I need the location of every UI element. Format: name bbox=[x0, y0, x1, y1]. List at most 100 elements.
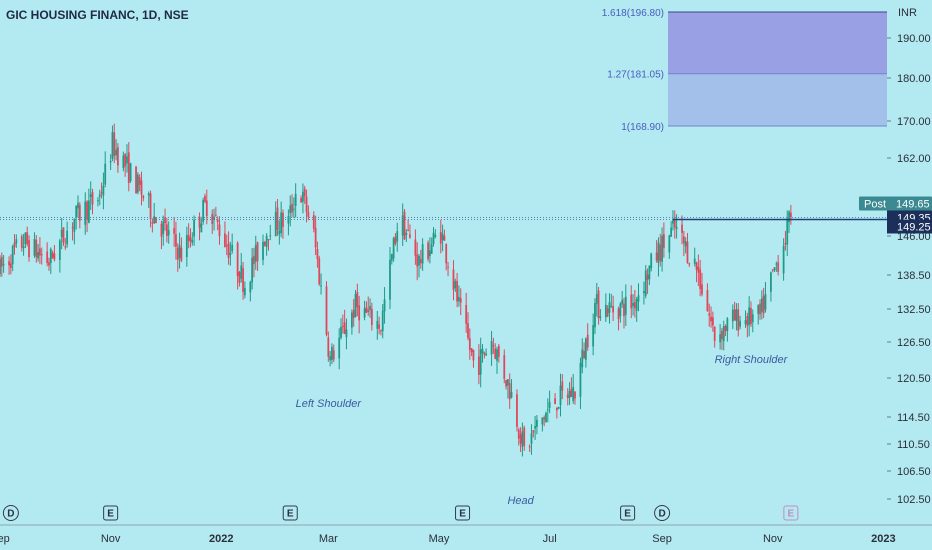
candle-body bbox=[396, 231, 399, 242]
event-marker-glyph: E bbox=[459, 509, 466, 520]
candle-body bbox=[719, 334, 722, 343]
candle-body bbox=[167, 230, 170, 236]
candle-body bbox=[369, 306, 371, 310]
candle-body bbox=[456, 280, 459, 302]
pattern-annotation[interactable]: Right Shoulder bbox=[715, 354, 789, 366]
candle-body bbox=[185, 235, 188, 257]
candle-body bbox=[149, 193, 152, 220]
y-tick-label: 114.50 bbox=[897, 412, 930, 424]
candle-body bbox=[789, 212, 792, 218]
candle-body bbox=[383, 299, 386, 312]
candle-body bbox=[111, 132, 114, 159]
fib-level-label: 1.27(181.05) bbox=[607, 70, 664, 81]
candle-body bbox=[773, 267, 776, 271]
candle-body bbox=[135, 166, 137, 194]
candle-body bbox=[89, 194, 92, 198]
candle-body bbox=[757, 305, 760, 314]
pattern-annotation[interactable]: Left Shoulder bbox=[296, 398, 363, 410]
candle-body bbox=[356, 291, 359, 308]
candle-body bbox=[541, 417, 544, 425]
candle-body bbox=[180, 247, 183, 261]
candle-body bbox=[367, 309, 370, 312]
y-tick-label: 138.50 bbox=[897, 270, 931, 282]
candle-body bbox=[176, 247, 179, 260]
candle-body bbox=[236, 242, 239, 277]
candle-body bbox=[534, 425, 537, 429]
candle-body bbox=[421, 244, 424, 264]
candle-body bbox=[0, 256, 3, 267]
candle-body bbox=[332, 350, 335, 360]
dividend-marker[interactable] bbox=[654, 505, 671, 521]
currency-label: INR bbox=[898, 7, 917, 19]
x-tick-label: Jul bbox=[543, 533, 557, 545]
candle-body bbox=[673, 219, 676, 228]
candle-body bbox=[224, 233, 226, 247]
candle-body bbox=[303, 188, 306, 197]
candle-body bbox=[381, 310, 384, 332]
candle-body bbox=[508, 383, 511, 400]
candle-body bbox=[314, 227, 317, 248]
earnings-marker[interactable] bbox=[620, 505, 636, 521]
candle-body bbox=[697, 266, 700, 273]
fibonacci-extension[interactable]: 1.618(196.80) 1.27(181.05) 1(168.90) bbox=[602, 8, 887, 133]
candle-body bbox=[325, 286, 328, 335]
earnings-marker[interactable] bbox=[455, 505, 471, 521]
candle-body bbox=[294, 193, 297, 206]
candle-body bbox=[479, 349, 482, 375]
candle-body bbox=[370, 308, 373, 325]
candle-body bbox=[292, 208, 295, 210]
fib-level-label: 1(168.90) bbox=[621, 122, 664, 133]
candle-body bbox=[681, 224, 683, 233]
candle-body bbox=[376, 320, 379, 329]
candle-body bbox=[623, 303, 625, 317]
fib-zone-lower bbox=[668, 73, 887, 126]
candle-body bbox=[592, 325, 595, 347]
fib-level-label: 1.618(196.80) bbox=[602, 8, 664, 19]
earnings-marker[interactable] bbox=[282, 505, 298, 521]
candle-body bbox=[327, 337, 330, 357]
candle-body bbox=[249, 282, 252, 293]
candle-body bbox=[788, 211, 790, 223]
candle-body bbox=[218, 224, 221, 237]
candle-body bbox=[708, 313, 711, 316]
candle-body bbox=[243, 288, 246, 296]
candle-body bbox=[693, 258, 696, 264]
y-tick-label: 132.50 bbox=[897, 304, 931, 316]
x-axis: Sep Nov 2022 Mar May Jul Sep Nov 2023 bbox=[0, 524, 932, 545]
candle-body bbox=[312, 215, 315, 229]
y-tick-label: 170.00 bbox=[897, 116, 931, 128]
candle-body bbox=[24, 232, 27, 245]
candle-body bbox=[510, 391, 513, 398]
candle-body bbox=[2, 264, 5, 266]
candle-body bbox=[733, 309, 736, 321]
candle-body bbox=[191, 240, 194, 243]
candle-body bbox=[784, 243, 787, 245]
candle-body bbox=[340, 326, 342, 338]
candle-body bbox=[517, 429, 520, 439]
candle-body bbox=[419, 259, 422, 264]
candle-body bbox=[331, 346, 333, 360]
candle-body bbox=[37, 252, 39, 259]
candle-body bbox=[416, 254, 419, 267]
candle-body bbox=[646, 274, 649, 281]
candle-body bbox=[599, 316, 602, 318]
candle-body bbox=[494, 348, 497, 359]
candle-body bbox=[744, 320, 747, 325]
y-axis-panel[interactable] bbox=[887, 0, 932, 550]
earnings-marker[interactable] bbox=[103, 505, 119, 521]
y-tick-label: 190.00 bbox=[897, 33, 931, 45]
candle-body bbox=[200, 223, 203, 233]
candle-body bbox=[35, 239, 38, 257]
candle-body bbox=[251, 257, 254, 283]
pattern-annotation[interactable]: Head bbox=[507, 495, 534, 507]
dividend-marker[interactable] bbox=[2, 505, 19, 521]
x-tick-label: 2022 bbox=[209, 533, 233, 545]
candle-body bbox=[394, 236, 397, 244]
candle-body bbox=[58, 240, 61, 260]
x-tick-label: Sep bbox=[0, 533, 10, 545]
earnings-marker[interactable] bbox=[783, 505, 799, 521]
candle-body bbox=[173, 228, 176, 234]
candle-body bbox=[662, 234, 665, 248]
